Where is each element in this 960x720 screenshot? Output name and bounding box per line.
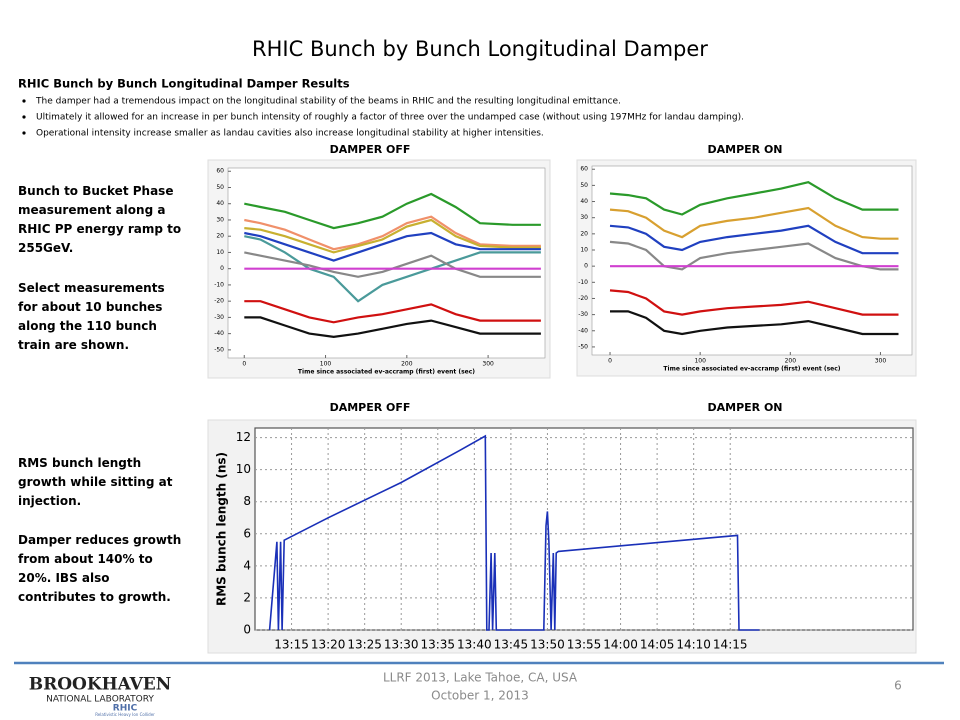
- y-tick-label: -30: [214, 314, 224, 321]
- y-tick-label: 60: [216, 168, 224, 175]
- y-tick-label: -20: [578, 295, 588, 302]
- x-axis-label: Time since associated ev-accramp (first)…: [663, 366, 840, 373]
- heading: RHIC Bunch by Bunch Longitudinal Damper …: [18, 77, 350, 91]
- side-note: Damper reduces growth from about 140% to 2…: [18, 533, 181, 604]
- series-line: [244, 192, 541, 230]
- series-line: [609, 181, 899, 216]
- side-note: Select measurements for about 10 bunches a…: [18, 281, 165, 352]
- y-tick-label: -50: [214, 346, 224, 353]
- series-line: [609, 224, 899, 255]
- bullet: The damper had a tremendous impact on th…: [35, 97, 621, 107]
- series-line: [609, 240, 899, 271]
- side-note: RMS bunch length growth while sitting at i…: [18, 456, 173, 508]
- y-tick-label: 30: [580, 214, 588, 221]
- y-tick-label: -40: [214, 330, 224, 337]
- y-tick-label: -30: [578, 311, 588, 318]
- x-tick-label: 13:15: [274, 638, 309, 652]
- x-tick-label: 13:20: [311, 638, 346, 652]
- y-tick-label: 10: [580, 247, 588, 254]
- y-tick-label: 10: [216, 249, 224, 256]
- footer-date: October 1, 2013: [431, 689, 529, 703]
- series-line: [244, 235, 541, 303]
- x-tick-label: 13:55: [567, 638, 602, 652]
- y-tick-label: 10: [236, 462, 251, 476]
- y-tick-label: 20: [580, 230, 588, 237]
- y-tick-label: -10: [214, 281, 224, 288]
- y-tick-label: 4: [243, 558, 251, 572]
- x-tick-label: 14:15: [713, 638, 748, 652]
- y-tick-label: -10: [578, 279, 588, 286]
- bullet: Operational intensity increase smaller a…: [36, 129, 544, 139]
- y-tick-label: 60: [580, 166, 588, 173]
- y-tick-label: 30: [216, 216, 224, 223]
- series-line: [610, 310, 899, 336]
- bullet-dot: [22, 99, 26, 103]
- plot-area: [227, 167, 546, 359]
- y-tick-label: 20: [216, 233, 224, 240]
- y-tick-label: -40: [578, 327, 588, 334]
- y-tick-label: 6: [243, 526, 251, 540]
- logo: BROOKHAVEN: [29, 675, 172, 695]
- x-tick-label: 13:50: [530, 638, 565, 652]
- x-tick-label: 13:45: [494, 638, 529, 652]
- footer-conference: LLRF 2013, Lake Tahoe, CA, USA: [383, 671, 578, 685]
- y-tick-label: 8: [243, 494, 251, 508]
- panel-label: DAMPER OFF: [330, 143, 411, 156]
- series-line: [244, 218, 541, 254]
- x-tick-label: 300: [482, 361, 494, 368]
- x-tick-label: 13:40: [457, 638, 492, 652]
- panel-label: DAMPER OFF: [330, 401, 411, 414]
- y-tick-label: 2: [243, 590, 251, 604]
- y-tick-label: -50: [578, 343, 588, 350]
- x-tick-label: 200: [401, 361, 413, 368]
- x-tick-label: 100: [694, 358, 706, 365]
- series-line: [244, 316, 541, 339]
- y-tick-label: 50: [580, 182, 588, 189]
- y-tick-label: 50: [216, 184, 224, 191]
- series-line: [609, 289, 899, 316]
- series-line: [268, 434, 760, 631]
- x-tick-label: 200: [785, 358, 797, 365]
- x-tick-label: 0: [242, 361, 246, 368]
- series-line: [244, 215, 541, 251]
- x-tick-label: 100: [320, 361, 332, 368]
- x-tick-label: 0: [608, 358, 612, 365]
- side-note: Bunch to Bucket Phase measurement along a…: [18, 184, 181, 255]
- y-tick-label: 12: [236, 430, 251, 444]
- x-tick-label: 300: [875, 358, 887, 365]
- y-tick-label: 0: [584, 263, 588, 270]
- logo-rhic: RHIC: [113, 704, 138, 714]
- x-tick-label: 13:30: [384, 638, 419, 652]
- title: RHIC Bunch by Bunch Longitudinal Damper: [252, 37, 708, 61]
- x-axis-label: Time since associated ev-accramp (first)…: [298, 369, 475, 376]
- series-line: [609, 206, 899, 240]
- panel-label: DAMPER ON: [707, 401, 782, 414]
- panel-label: DAMPER ON: [707, 143, 782, 156]
- bullet-dot: [22, 115, 26, 119]
- y-tick-label: 40: [580, 198, 588, 205]
- x-tick-label: 14:10: [676, 638, 711, 652]
- y-axis-label: RMS bunch length (ns): [215, 452, 229, 606]
- bullet: Ultimately it allowed for an increase in…: [36, 113, 744, 123]
- y-tick-label: 40: [216, 200, 224, 207]
- x-tick-label: 13:35: [420, 638, 455, 652]
- series-line: [244, 300, 541, 324]
- page-number: 6: [894, 679, 902, 693]
- logo-box: [18, 673, 193, 717]
- series-line: [244, 231, 541, 262]
- logo-sub: NATIONAL LABORATORY: [46, 695, 154, 705]
- logo-rhic-sub: Relativistic Heavy Ion Collider: [95, 712, 155, 717]
- y-tick-label: -20: [214, 298, 224, 305]
- x-tick-label: 14:00: [603, 638, 638, 652]
- side-notes: Bunch to Bucket Phase measurement along a…: [18, 184, 181, 604]
- y-tick-label: 0: [220, 265, 224, 272]
- y-tick-label: 0: [243, 623, 251, 637]
- x-tick-label: 14:05: [640, 638, 675, 652]
- x-tick-label: 13:25: [347, 638, 382, 652]
- bullet-dot: [22, 131, 26, 135]
